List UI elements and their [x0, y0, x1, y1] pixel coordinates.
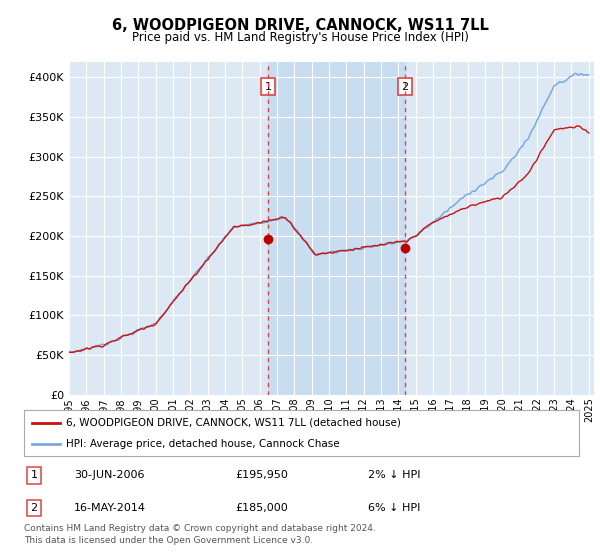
- Text: 16-MAY-2014: 16-MAY-2014: [74, 503, 146, 513]
- Text: £195,950: £195,950: [235, 470, 288, 480]
- Text: 2: 2: [401, 82, 408, 92]
- Bar: [268, 62, 404, 395]
- Text: 2: 2: [31, 503, 38, 513]
- Text: £185,000: £185,000: [235, 503, 287, 513]
- Text: 2% ↓ HPI: 2% ↓ HPI: [368, 470, 421, 480]
- Text: 30-JUN-2006: 30-JUN-2006: [74, 470, 145, 480]
- Text: Contains HM Land Registry data © Crown copyright and database right 2024.
This d: Contains HM Land Registry data © Crown c…: [24, 524, 376, 545]
- Text: 6, WOODPIGEON DRIVE, CANNOCK, WS11 7LL (detached house): 6, WOODPIGEON DRIVE, CANNOCK, WS11 7LL (…: [65, 418, 401, 428]
- Text: 1: 1: [265, 82, 272, 92]
- Text: 6% ↓ HPI: 6% ↓ HPI: [368, 503, 421, 513]
- Text: HPI: Average price, detached house, Cannock Chase: HPI: Average price, detached house, Cann…: [65, 439, 339, 449]
- Text: Price paid vs. HM Land Registry's House Price Index (HPI): Price paid vs. HM Land Registry's House …: [131, 31, 469, 44]
- Text: 6, WOODPIGEON DRIVE, CANNOCK, WS11 7LL: 6, WOODPIGEON DRIVE, CANNOCK, WS11 7LL: [112, 18, 488, 33]
- Text: 1: 1: [31, 470, 37, 480]
